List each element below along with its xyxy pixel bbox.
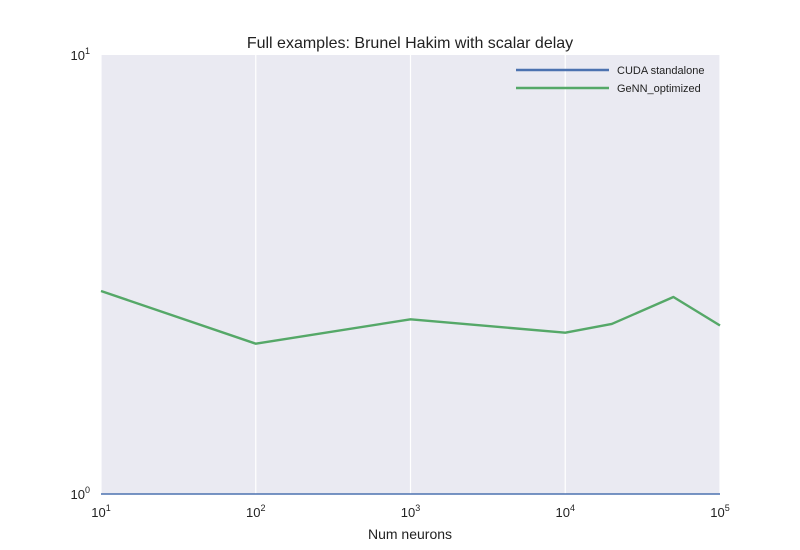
grid-lines <box>100 55 721 494</box>
legend-label-0: CUDA standalone <box>617 65 704 77</box>
x-tick-label-3: 104 <box>556 503 575 520</box>
y-tick-label-1: 101 <box>71 46 90 63</box>
chart-title: Full examples: Brunel Hakim with scalar … <box>247 35 573 52</box>
x-tick-label-1: 102 <box>246 503 265 520</box>
x-tick-label-2: 103 <box>401 503 420 520</box>
series-line-1 <box>100 289 721 345</box>
legend: CUDA standalone GeNN_optimized <box>516 65 704 95</box>
legend-label-1: GeNN_optimized <box>617 83 701 95</box>
x-axis-label: Num neurons <box>368 526 452 542</box>
x-tick-label-4: 105 <box>710 503 729 520</box>
y-tick-label-0: 100 <box>71 485 90 502</box>
x-tick-label-0: 101 <box>91 503 110 520</box>
x-tick-labels: 101 102 103 104 105 <box>91 503 729 520</box>
series-lines <box>100 289 721 495</box>
y-tick-labels: 100 101 <box>71 46 90 502</box>
